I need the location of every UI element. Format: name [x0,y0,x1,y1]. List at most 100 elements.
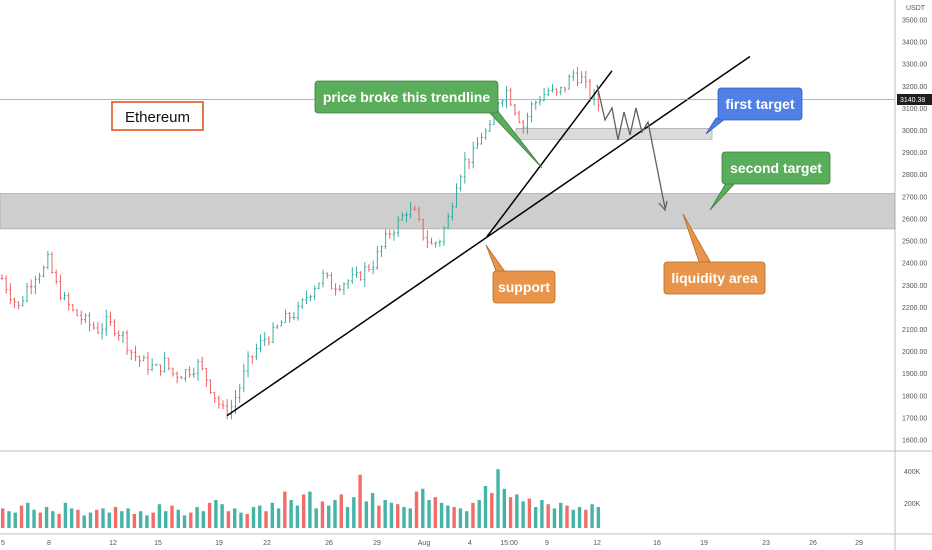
time-tick: 29 [855,540,863,547]
candle [413,205,417,211]
candle [104,309,108,336]
volume-bar [95,509,99,528]
callout-second-target-box [721,151,831,185]
volume-bar [370,493,375,528]
callout-support-text: support [498,279,550,295]
volume-bar [320,501,325,528]
trendline-1[interactable] [486,70,613,238]
volume-bar [295,505,300,528]
volume-bar [182,515,187,528]
candle [471,141,475,169]
candle [217,395,221,409]
time-tick: 19 [215,540,223,547]
volume-bar [157,504,162,528]
candle [59,274,62,301]
volume-bar [26,502,30,528]
candle [359,271,362,281]
volume-bar [433,497,438,528]
candle [54,269,58,285]
time-tick: 22 [263,540,271,547]
time-tick: 4 [468,540,472,547]
candle [25,282,29,303]
time-tick: 15 [154,540,162,547]
candle [138,355,141,367]
price-tick: 3400.00 [902,40,927,47]
candle [409,201,412,219]
candle [438,239,442,247]
volume-layer [1,469,601,528]
candle [380,245,383,258]
candle [442,226,446,246]
volume-bar [276,508,281,528]
price-tick: 1900.00 [902,371,927,378]
volume-bar [283,491,287,528]
candle [330,272,333,290]
candle [363,262,367,288]
candle [321,269,325,288]
projection-arrowhead [658,200,668,212]
volume-bar [333,500,337,528]
time-tick: 12 [593,540,601,547]
candle [451,203,454,221]
candle [313,285,317,301]
volume-bar [383,500,387,528]
time-tick: 12 [109,540,117,547]
candle [50,251,54,274]
candle [29,279,33,295]
price-tick: 2100.00 [902,327,927,334]
time-axis[interactable]: 5 8 12 15 19 22 26 29 Aug 4 15:00 9 12 16 19 23 26 29 [1,540,863,547]
candle [559,86,563,96]
candle [180,375,183,379]
candle [538,95,542,106]
candle [384,229,387,250]
volume-bar [232,508,237,528]
callout-second-target-text: second target [730,160,822,176]
callout-liquidity-text: liquidity area [671,270,758,286]
trendline-0[interactable] [226,55,751,417]
price-tick: 2400.00 [902,261,927,268]
candle [209,379,212,394]
time-tick: 9 [545,540,549,547]
volume-bar [239,512,243,528]
candle [46,251,50,270]
volume-bar [107,512,111,528]
price-tick: 3500.00 [902,18,927,25]
candle [571,69,575,81]
volume-bar [345,507,350,528]
volume-bar [358,474,362,528]
volume-bar [57,514,61,528]
volume-bar [577,507,582,528]
price-tick: 1800.00 [902,393,927,400]
callout-first-target-box [717,87,803,121]
volume-bar [565,505,569,528]
candle [250,355,254,365]
candle [421,218,425,241]
volume-bar [483,486,488,528]
candle [167,357,171,371]
candle [517,110,521,124]
candle [546,87,550,97]
price-tick: 2300.00 [902,283,927,290]
candle [534,100,538,110]
candle [325,272,329,279]
time-tick: Aug [418,540,431,547]
candle [288,312,292,323]
volume-bar [301,494,306,528]
last-price-badge [897,93,932,105]
price-axis[interactable]: 3500.00 3400.00 3300.00 3200.00 3100.00 3000.… [902,18,927,445]
candle [113,319,116,337]
volume-bar [170,505,174,528]
time-tick: 5 [1,540,5,547]
volume-bar [19,505,24,528]
candle [521,119,525,134]
volume-bar [515,494,519,528]
price-tick: 2600.00 [902,216,927,223]
volume-tick-400k: 400K [904,469,921,476]
volume-bar [364,501,369,528]
volume-bar [421,488,425,528]
volume-bar [132,514,137,528]
candle [509,87,513,106]
candle [555,88,558,96]
time-tick: 26 [325,540,333,547]
candle [196,359,200,381]
